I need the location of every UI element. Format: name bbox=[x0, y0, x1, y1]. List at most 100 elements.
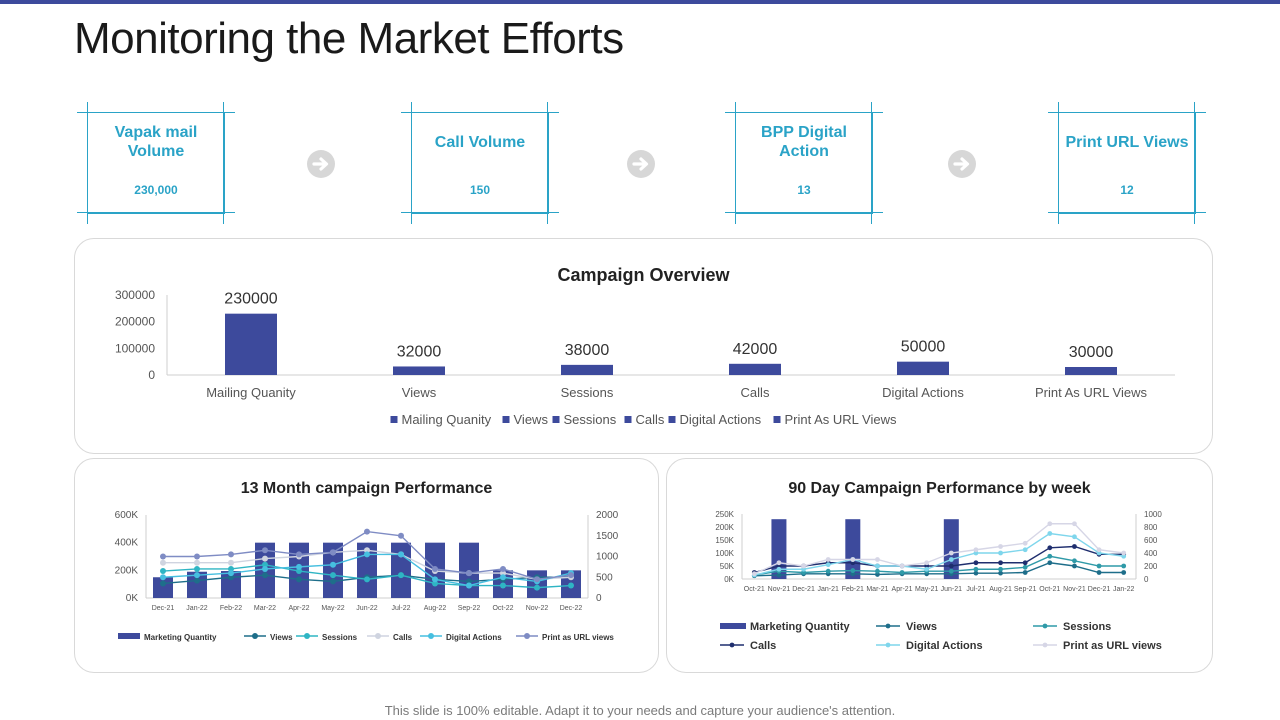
legend-label: Sessions bbox=[1063, 621, 1111, 633]
bar bbox=[393, 366, 445, 375]
bar bbox=[845, 519, 861, 579]
series-point bbox=[1047, 531, 1053, 536]
legend-marker bbox=[524, 633, 530, 639]
series-point bbox=[364, 576, 370, 583]
series-point bbox=[948, 557, 954, 562]
bar bbox=[323, 542, 343, 598]
y-tick-label: 100000 bbox=[115, 341, 155, 355]
legend-label: Views bbox=[906, 621, 937, 633]
series-point bbox=[500, 565, 506, 572]
series-point bbox=[924, 566, 930, 572]
series-point bbox=[262, 572, 268, 579]
x-tick-label: Jun-22 bbox=[356, 605, 378, 612]
series-point bbox=[432, 576, 438, 583]
x-tick-label: Nov-21 bbox=[768, 586, 791, 593]
legend-marker bbox=[428, 633, 434, 639]
legend-swatch bbox=[390, 416, 398, 423]
monthly-performance-chart: 0K 200K 400K 600K 0 500 1000 1500 2000 Dec-21 Jan-… bbox=[115, 510, 619, 642]
kpi-label: BPP Digital Action bbox=[761, 124, 847, 160]
legend-label: Print as URL views bbox=[1063, 640, 1162, 652]
legend-marker bbox=[304, 633, 310, 639]
y-tick-label-right: 200 bbox=[1144, 562, 1158, 571]
legend-marker bbox=[1042, 623, 1048, 629]
legend-swatch bbox=[668, 416, 676, 423]
bar bbox=[391, 542, 411, 598]
series-point bbox=[330, 549, 336, 556]
series-point bbox=[364, 551, 370, 558]
top-accent-bar bbox=[0, 0, 1280, 4]
series-point bbox=[296, 568, 302, 575]
series-point bbox=[1121, 570, 1127, 575]
series-point bbox=[330, 561, 336, 568]
series-point bbox=[228, 574, 234, 581]
series-point bbox=[825, 568, 831, 574]
x-tick-label: Sessions bbox=[561, 385, 614, 400]
series-point bbox=[1072, 521, 1077, 527]
series-point bbox=[1072, 558, 1077, 564]
x-tick-label: May-21 bbox=[915, 586, 938, 593]
x-tick-label: Nov-21 bbox=[1063, 586, 1086, 593]
page-title: Monitoring the Market Efforts bbox=[74, 14, 624, 63]
series-point bbox=[1072, 544, 1077, 549]
series-point bbox=[899, 570, 905, 575]
series-point bbox=[850, 557, 856, 562]
x-tick-label: Aug-21 bbox=[989, 586, 1012, 593]
series-point bbox=[1022, 570, 1028, 575]
legend-marker bbox=[729, 642, 735, 648]
y-tick-label-right: 0 bbox=[1144, 575, 1149, 584]
x-tick-label: Jul-21 bbox=[966, 586, 985, 593]
series-point bbox=[568, 582, 574, 589]
y-tick-label-left: 200K bbox=[715, 523, 734, 532]
y-tick-label-right: 600 bbox=[1144, 536, 1158, 545]
x-tick-label: Digital Actions bbox=[882, 385, 964, 400]
x-tick-label: Views bbox=[402, 385, 437, 400]
kpi-value: 230,000 bbox=[134, 183, 178, 197]
series-point bbox=[998, 570, 1003, 576]
y-tick-label-right: 2000 bbox=[596, 510, 619, 521]
bar bbox=[897, 361, 949, 375]
y-tick-label-left: 100K bbox=[715, 549, 734, 558]
kpi-label: Print URL Views bbox=[1065, 134, 1189, 151]
series-point bbox=[160, 568, 166, 575]
legend-marker bbox=[885, 642, 891, 648]
kpi-value: 12 bbox=[1120, 183, 1134, 197]
series-point bbox=[466, 578, 472, 585]
series-point bbox=[364, 528, 370, 535]
data-label: 42000 bbox=[733, 341, 778, 358]
series-point bbox=[776, 572, 782, 578]
series-point bbox=[330, 578, 336, 585]
x-tick-label: Dec-21 bbox=[1088, 586, 1111, 593]
x-tick-label: Apr-22 bbox=[288, 605, 309, 612]
series-point bbox=[948, 563, 954, 569]
legend-label: Digital Actions bbox=[680, 412, 762, 427]
series-point bbox=[1047, 521, 1053, 527]
x-tick-label: Nov-22 bbox=[526, 605, 549, 612]
series-point bbox=[1022, 547, 1028, 553]
series-point bbox=[1072, 563, 1077, 569]
x-tick-label: Dec-21 bbox=[152, 605, 175, 612]
series-point bbox=[1022, 564, 1028, 570]
footer-note: This slide is 100% editable. Adapt it to… bbox=[384, 703, 896, 718]
series-point bbox=[228, 551, 234, 558]
series-point bbox=[948, 568, 954, 574]
series-point bbox=[194, 565, 200, 572]
series-point bbox=[1047, 560, 1053, 566]
series-point bbox=[500, 582, 506, 589]
legend-label: Digital Actions bbox=[906, 640, 983, 652]
x-tick-label: Jan-21 bbox=[817, 586, 839, 593]
bar bbox=[225, 313, 277, 375]
y-tick-label-left: 250K bbox=[715, 510, 734, 519]
series-point bbox=[296, 563, 302, 570]
series-point bbox=[875, 563, 880, 569]
kpi-value: 13 bbox=[797, 183, 811, 197]
series-point bbox=[825, 557, 831, 562]
bar bbox=[561, 364, 613, 375]
campaign-overview-chart: 0 100000 200000 300000 230000 Mailing Quanity… bbox=[115, 288, 1175, 427]
series-point bbox=[500, 570, 506, 577]
series-point bbox=[1096, 563, 1102, 569]
series-point bbox=[568, 572, 574, 579]
series-point bbox=[875, 568, 880, 574]
legend-label: Marketing Quantity bbox=[144, 633, 217, 642]
series-point bbox=[262, 547, 268, 554]
series-point bbox=[466, 570, 472, 577]
